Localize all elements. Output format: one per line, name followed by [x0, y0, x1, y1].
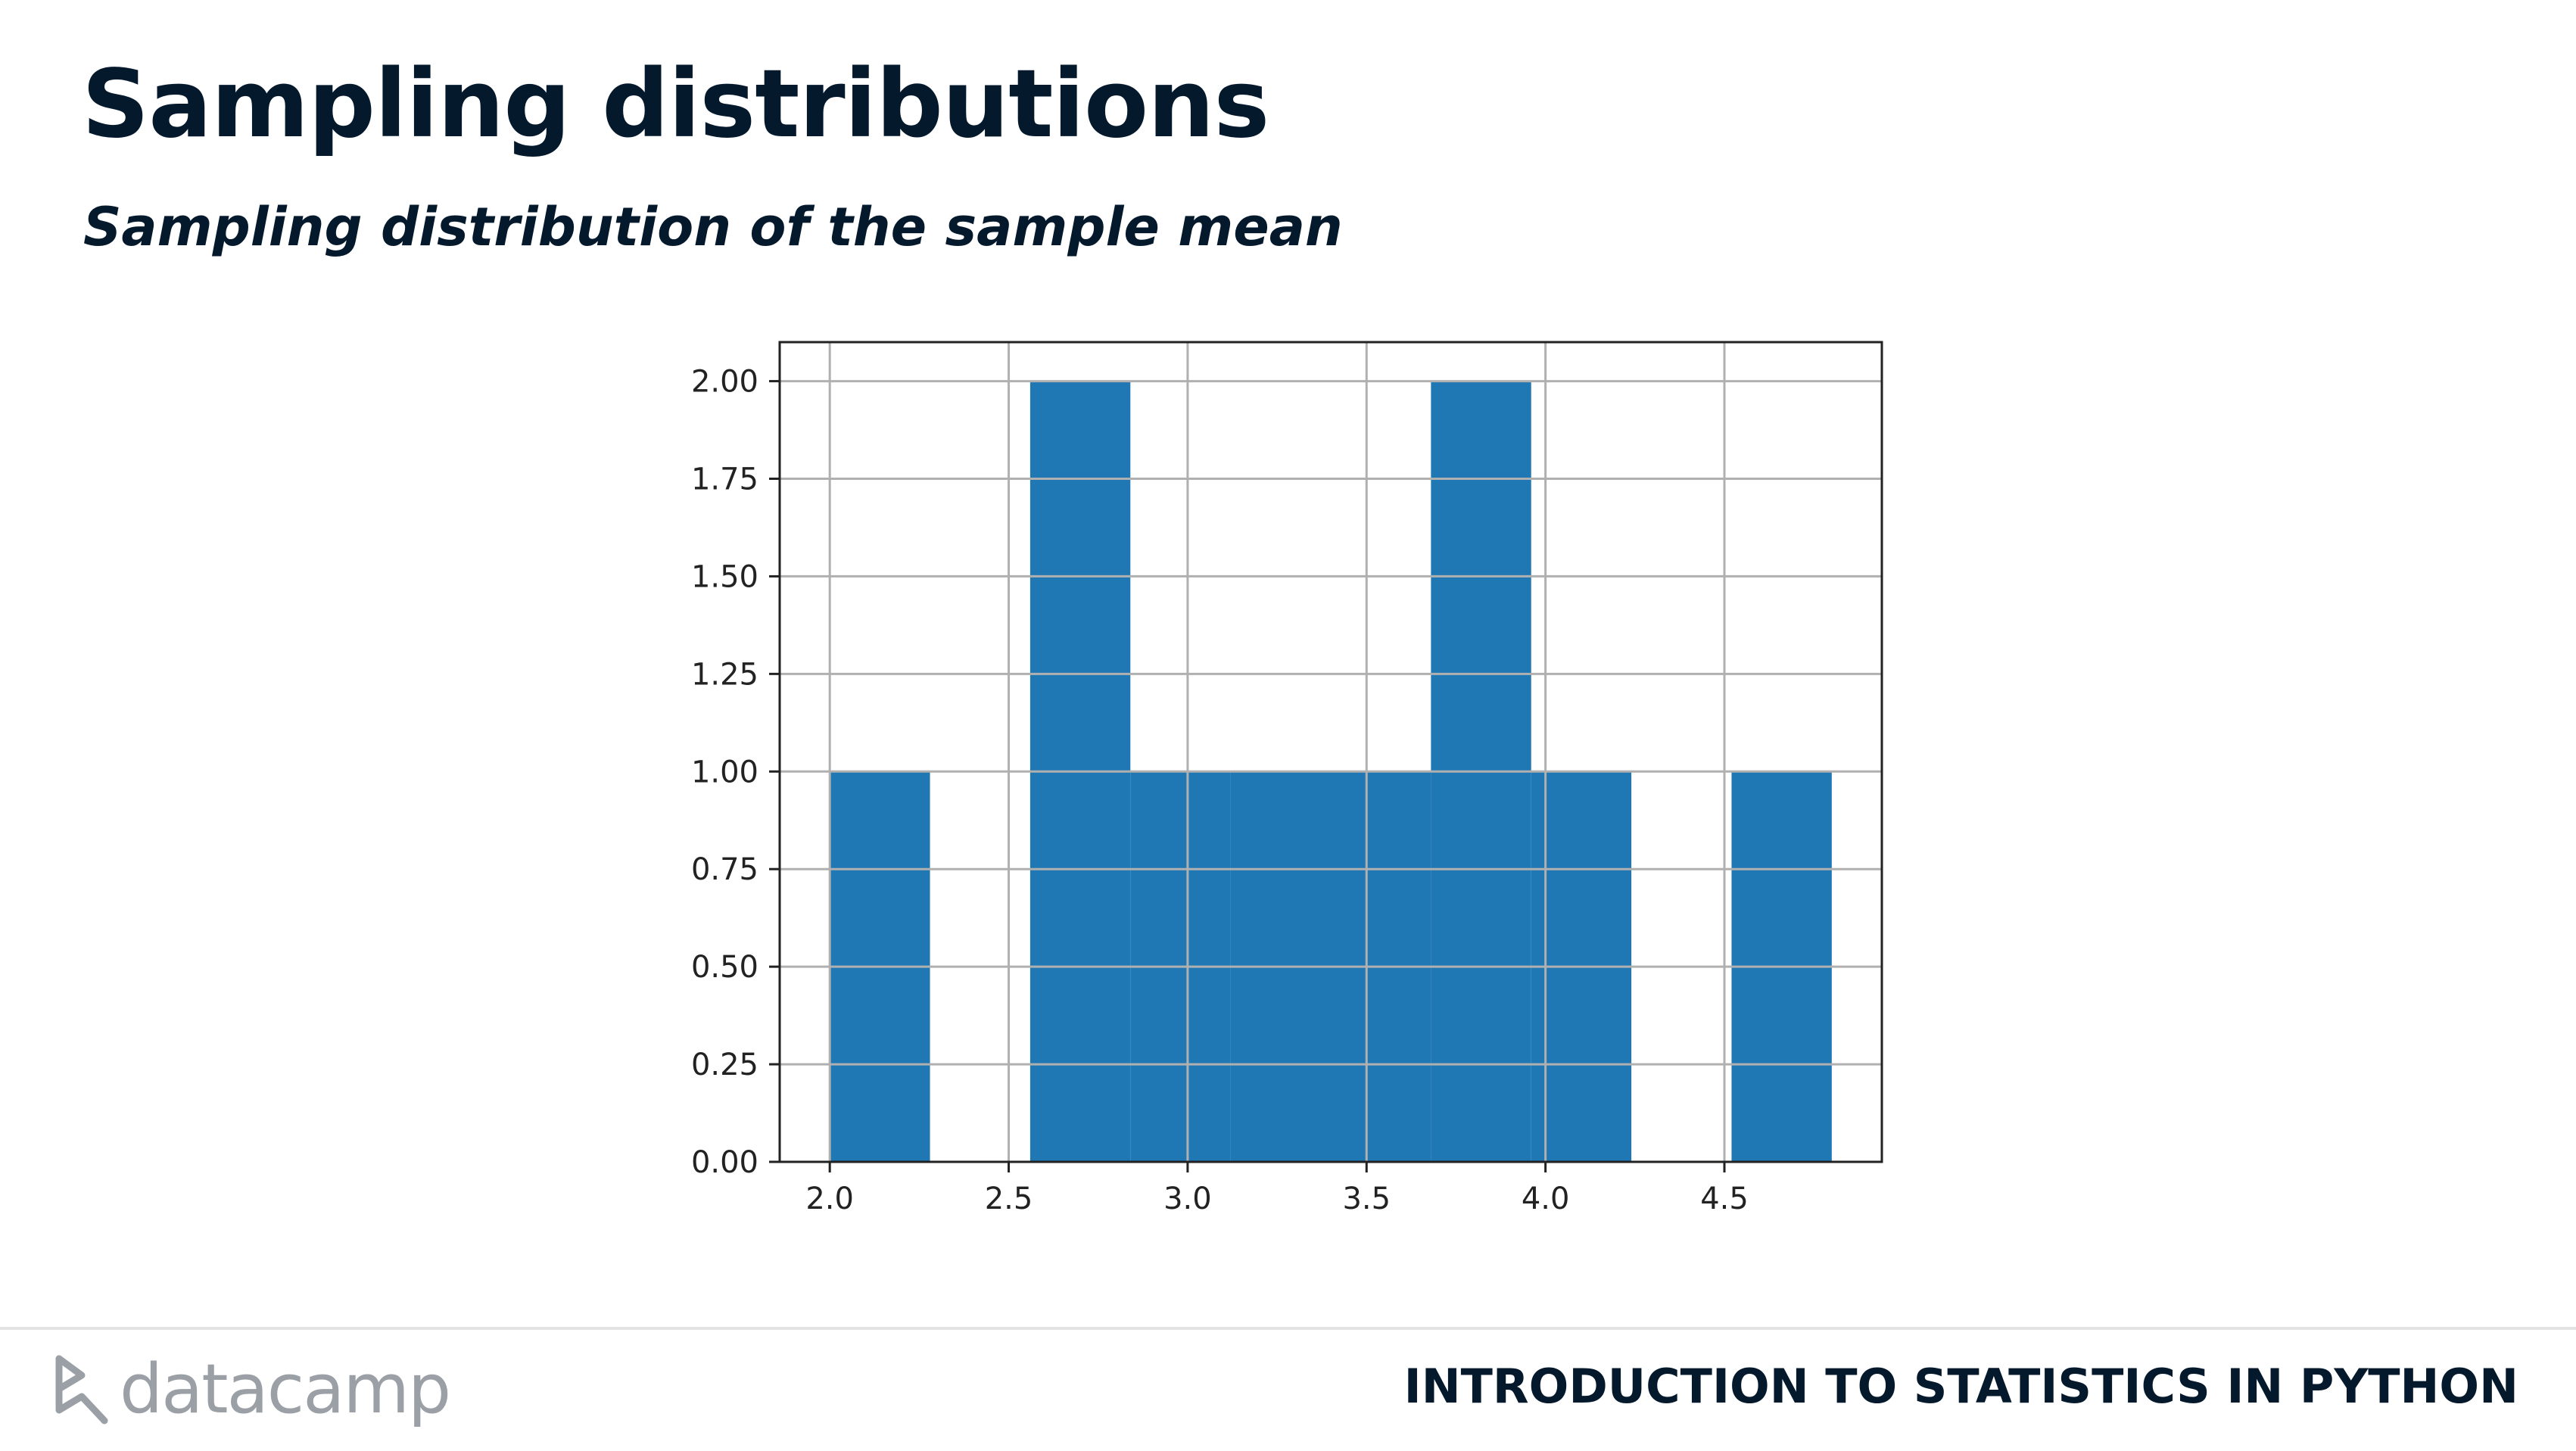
footer-divider: [0, 1327, 2576, 1330]
axes-layer: [778, 341, 1883, 1163]
datacamp-logo-icon: [55, 1355, 108, 1425]
slide-subtitle: Sampling distribution of the sample mean: [83, 196, 1343, 258]
x-tick-label: 3.5: [1342, 1182, 1391, 1216]
y-tick-label: 1.50: [691, 559, 758, 594]
brand-name: datacamp: [120, 1349, 451, 1429]
x-tick-label: 4.5: [1700, 1182, 1749, 1216]
x-tick-label: 4.0: [1522, 1182, 1570, 1216]
y-tick-label: 1.75: [691, 462, 758, 497]
ticks-layer: 2.0 2.5 3.0 3.5 4.0 4.5 0.00 0.25 0.50 0.75 1.00 1.…: [691, 365, 1749, 1216]
axes-frame: [778, 341, 1883, 1163]
y-tick-label: 2.00: [691, 365, 758, 400]
y-tick-label: 1.00: [691, 755, 758, 789]
course-name: INTRODUCTION TO STATISTICS IN PYTHON: [1403, 1359, 2518, 1414]
y-tick-label: 0.25: [691, 1048, 758, 1082]
y-tick-label: 0.50: [691, 950, 758, 985]
slide-title: Sampling distributions: [82, 50, 1269, 159]
y-tick-label: 0.75: [691, 852, 758, 887]
y-tick-label: 1.25: [691, 657, 758, 692]
footer-logo: datacamp: [51, 1347, 451, 1431]
x-tick-label: 2.5: [985, 1182, 1033, 1216]
x-tick-label: 3.0: [1163, 1182, 1212, 1216]
x-tick-label: 2.0: [805, 1182, 854, 1216]
y-tick-label: 0.00: [691, 1145, 758, 1180]
